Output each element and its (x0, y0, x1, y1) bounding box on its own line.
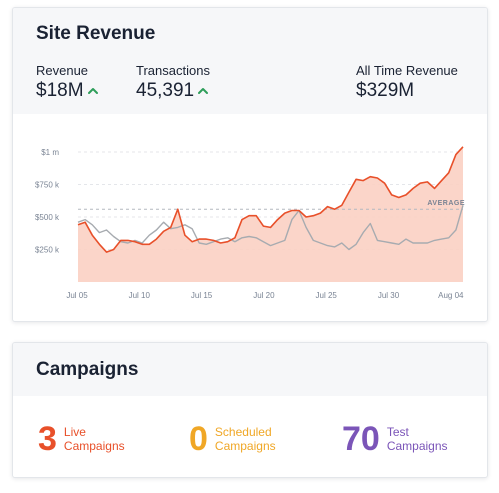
revenue-area (78, 146, 463, 282)
y-tick-label: $750 k (35, 181, 60, 190)
transactions-stat: Transactions 45,391 (136, 63, 210, 102)
campaigns-card: Campaigns 3 Live Campaigns 0 Scheduled C… (12, 342, 488, 478)
revenue-stat: Revenue $18M (36, 63, 99, 102)
y-tick-label: $250 k (35, 246, 60, 255)
campaigns-header: Campaigns (13, 343, 487, 396)
site-revenue-card: Site Revenue Revenue $18M Transactions 4… (12, 7, 488, 322)
scheduled-campaigns-label: Scheduled Campaigns (214, 425, 276, 453)
all-time-revenue-label: All Time Revenue (356, 63, 458, 78)
comparison-series-line (77, 205, 464, 251)
revenue-chart: $1 m $750 k $500 k $250 k Jul 05 Jul 10 Jul 15… (35, 146, 465, 300)
y-tick-label: $500 k (35, 213, 60, 222)
scheduled-campaigns-count: 0 (189, 420, 208, 458)
site-revenue-header: Site Revenue Revenue $18M Transactions 4… (13, 8, 487, 114)
transactions-value: 45,391 (136, 80, 195, 101)
all-time-revenue-stat: All Time Revenue $329M (356, 63, 458, 102)
test-campaigns-stat[interactable]: 70 Test Campaigns (342, 422, 448, 456)
x-tick-label: Jul 25 (316, 291, 338, 300)
x-tick-label: Jul 30 (378, 291, 400, 300)
revenue-series-line (77, 146, 464, 253)
transactions-label: Transactions (136, 63, 210, 78)
x-tick-label: Jul 05 (66, 291, 88, 300)
x-tick-label: Jul 15 (191, 291, 213, 300)
campaigns-title: Campaigns (36, 359, 139, 380)
live-campaigns-count: 3 (38, 420, 57, 458)
test-campaigns-count: 70 (342, 420, 380, 458)
x-tick-label: Jul 20 (253, 291, 275, 300)
chevron-up-icon (198, 88, 209, 94)
live-campaigns-label: Live Campaigns (63, 425, 125, 453)
x-tick-label: Jul 10 (129, 291, 151, 300)
average-label: AVERAGE (427, 200, 465, 207)
scheduled-campaigns-stat[interactable]: 0 Scheduled Campaigns (189, 422, 276, 456)
y-tick-label: $1 m (41, 148, 59, 157)
revenue-label: Revenue (36, 63, 89, 78)
live-campaigns-stat[interactable]: 3 Live Campaigns (38, 422, 125, 456)
x-tick-label: Aug 04 (438, 291, 464, 300)
test-campaigns-label: Test Campaigns (386, 425, 448, 453)
all-time-revenue-value: $329M (356, 80, 415, 101)
site-revenue-title: Site Revenue (36, 23, 156, 44)
revenue-value: $18M (36, 80, 84, 101)
chevron-up-icon (87, 88, 98, 94)
